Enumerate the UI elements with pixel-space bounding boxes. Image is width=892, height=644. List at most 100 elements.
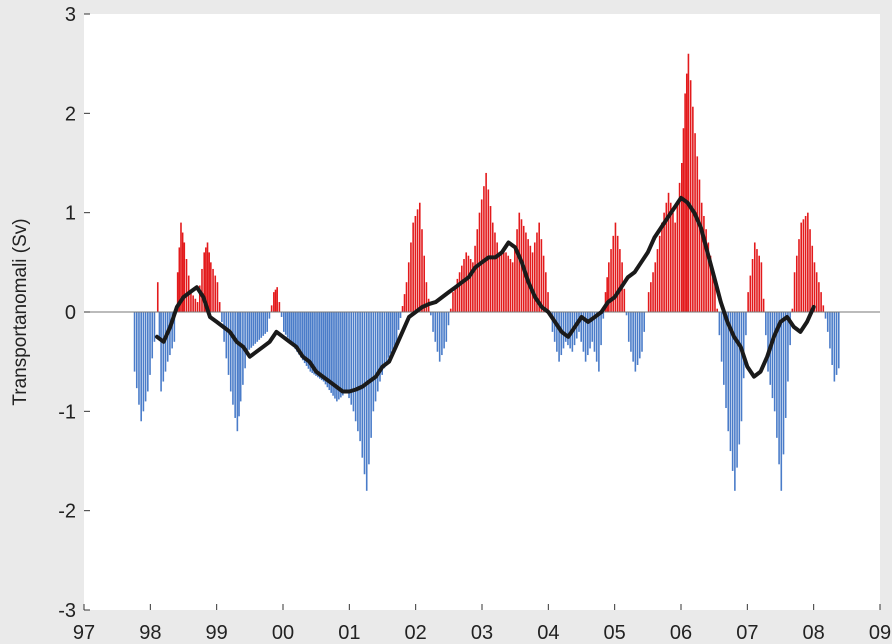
negative-anomaly-bar xyxy=(234,312,236,418)
positive-anomaly-bar xyxy=(405,282,408,312)
negative-anomaly-bar xyxy=(438,312,441,362)
y-tick-label: -1 xyxy=(58,401,76,423)
y-tick-label: 0 xyxy=(65,302,76,324)
negative-anomaly-bar xyxy=(381,312,383,375)
positive-anomaly-bar xyxy=(208,252,210,312)
negative-anomaly-bar xyxy=(147,312,149,392)
negative-anomaly-bar xyxy=(727,312,730,432)
negative-anomaly-bar xyxy=(600,312,602,346)
positive-anomaly-bar xyxy=(480,199,483,312)
positive-anomaly-bar xyxy=(500,252,503,312)
negative-anomaly-bar xyxy=(742,312,745,379)
positive-anomaly-bar xyxy=(483,186,485,312)
negative-anomaly-bar xyxy=(311,312,314,374)
positive-anomaly-bar xyxy=(540,239,543,312)
positive-anomaly-bar xyxy=(820,292,822,312)
positive-anomaly-bar xyxy=(762,298,765,312)
positive-anomaly-bar xyxy=(210,262,212,312)
negative-anomaly-bar xyxy=(227,312,230,375)
positive-anomaly-bar xyxy=(416,209,419,312)
negative-anomaly-bar xyxy=(383,312,386,369)
positive-anomaly-bar xyxy=(531,252,534,312)
positive-anomaly-bar xyxy=(716,308,718,312)
positive-anomaly-bar xyxy=(156,282,159,312)
negative-anomaly-bar xyxy=(252,312,255,346)
positive-anomaly-bar xyxy=(205,247,207,312)
negative-anomaly-bar xyxy=(144,312,147,402)
x-tick-label: 09 xyxy=(869,622,891,644)
negative-anomaly-bar xyxy=(173,312,176,342)
positive-anomaly-bar xyxy=(711,268,714,312)
negative-anomaly-bar xyxy=(368,312,370,465)
positive-anomaly-bar xyxy=(214,275,217,312)
positive-anomaly-bar xyxy=(509,259,512,312)
positive-anomaly-bar xyxy=(190,292,192,312)
negative-anomaly-bar xyxy=(630,312,632,352)
positive-anomaly-bar xyxy=(760,262,763,312)
positive-anomaly-bar xyxy=(658,235,661,312)
negative-anomaly-bar xyxy=(365,312,368,491)
negative-anomaly-bar xyxy=(298,312,300,355)
negative-anomaly-bar xyxy=(324,312,327,385)
negative-anomaly-bar xyxy=(262,312,265,336)
positive-anomaly-bar xyxy=(813,262,816,312)
y-tick-label: -2 xyxy=(58,501,76,523)
negative-anomaly-bar xyxy=(256,312,259,342)
negative-anomaly-bar xyxy=(826,312,829,332)
negative-anomaly-bar xyxy=(738,312,741,445)
negative-anomaly-bar xyxy=(221,312,223,322)
negative-anomaly-bar xyxy=(330,312,332,393)
negative-anomaly-bar xyxy=(376,312,379,392)
negative-anomaly-bar xyxy=(151,312,154,359)
negative-anomaly-bar xyxy=(829,312,831,349)
positive-anomaly-bar xyxy=(410,242,412,312)
y-axis-label: Transportanomali (Sv) xyxy=(10,218,31,405)
negative-anomaly-bar xyxy=(562,312,565,349)
negative-anomaly-bar xyxy=(602,312,605,319)
positive-anomaly-bar xyxy=(216,282,219,312)
positive-anomaly-bar xyxy=(518,212,521,312)
negative-anomaly-bar xyxy=(268,312,271,319)
positive-anomaly-bar xyxy=(425,282,428,312)
positive-anomaly-bar xyxy=(533,242,536,312)
negative-anomaly-bar xyxy=(133,312,136,372)
positive-anomaly-bar xyxy=(811,245,814,312)
negative-anomaly-bar xyxy=(771,312,774,399)
negative-anomaly-bar xyxy=(238,312,240,417)
negative-anomaly-bar xyxy=(354,312,357,422)
positive-anomaly-bar xyxy=(181,232,184,312)
positive-anomaly-bar xyxy=(454,285,456,312)
positive-anomaly-bar xyxy=(647,292,650,312)
positive-anomaly-bar xyxy=(183,242,186,312)
positive-anomaly-bar xyxy=(656,249,659,312)
negative-anomaly-bar xyxy=(258,312,261,340)
positive-anomaly-bar xyxy=(663,212,665,312)
x-tick-label: 03 xyxy=(471,622,493,644)
negative-anomaly-bar xyxy=(229,312,232,392)
positive-anomaly-bar xyxy=(793,272,796,312)
positive-anomaly-bar xyxy=(278,302,281,312)
negative-anomaly-bar xyxy=(346,312,348,392)
negative-anomaly-bar xyxy=(162,312,165,382)
positive-anomaly-bar xyxy=(709,255,712,312)
negative-anomaly-bar xyxy=(336,312,338,402)
negative-anomaly-bar xyxy=(643,312,646,332)
negative-anomaly-bar xyxy=(729,312,732,452)
positive-anomaly-bar xyxy=(747,292,749,312)
negative-anomaly-bar xyxy=(447,312,450,326)
negative-anomaly-bar xyxy=(625,312,628,316)
negative-anomaly-bar xyxy=(338,312,340,400)
positive-anomaly-bar xyxy=(178,247,181,312)
positive-anomaly-bar xyxy=(201,268,203,312)
negative-anomaly-bar xyxy=(387,312,390,358)
negative-anomaly-bar xyxy=(734,312,736,491)
negative-anomaly-bar xyxy=(430,312,432,316)
negative-anomaly-bar xyxy=(359,312,361,442)
negative-anomaly-bar xyxy=(564,312,567,342)
negative-anomaly-bar xyxy=(301,312,304,361)
positive-anomaly-bar xyxy=(758,255,760,312)
negative-anomaly-bar xyxy=(328,312,331,391)
negative-anomaly-bar xyxy=(593,312,596,352)
positive-anomaly-bar xyxy=(276,287,278,312)
